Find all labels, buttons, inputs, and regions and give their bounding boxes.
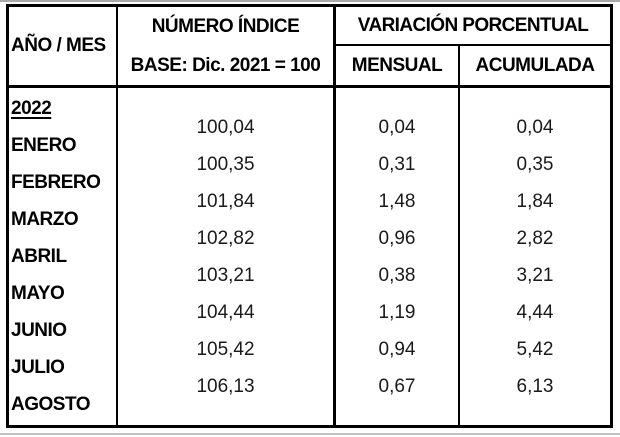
table-header: AÑO / MES NÚMERO ÍNDICE BASE: Dic. 2021 … bbox=[9, 7, 610, 88]
accumulated-value: 6,13 bbox=[516, 375, 554, 397]
accumulated-value: 0,35 bbox=[516, 153, 554, 175]
index-value: 103,21 bbox=[196, 264, 255, 286]
month-label: ABRIL bbox=[11, 246, 67, 267]
page-bottom-edge bbox=[0, 433, 620, 435]
accumulated-value: 0,04 bbox=[516, 116, 554, 138]
monthly-value: 0,31 bbox=[378, 153, 416, 175]
monthly-value: 0,94 bbox=[378, 338, 416, 360]
month-label: ENERO bbox=[11, 135, 77, 156]
month-column: 2022 ENERO FEBRERO MARZO ABRIL MAYO JUNI… bbox=[9, 88, 118, 425]
variation-title: VARIACIÓN PORCENTUAL bbox=[336, 7, 610, 46]
variation-subheader: MENSUAL ACUMULADA bbox=[336, 46, 610, 85]
index-value: 102,82 bbox=[196, 227, 255, 249]
index-title: NÚMERO ÍNDICE bbox=[151, 15, 300, 37]
accumulated-value: 5,42 bbox=[516, 338, 554, 360]
percent-variation-header: VARIACIÓN PORCENTUAL MENSUAL ACUMULADA bbox=[336, 7, 610, 85]
monthly-header: MENSUAL bbox=[336, 46, 460, 85]
month-label: AGOSTO bbox=[11, 394, 91, 415]
year-month-header: AÑO / MES bbox=[9, 7, 118, 85]
accumulated-header: ACUMULADA bbox=[475, 54, 595, 76]
variation-columns: 0,04 0,31 1,48 0,96 0,38 1,19 0,94 0,67 … bbox=[336, 88, 610, 425]
index-value: 105,42 bbox=[196, 338, 255, 360]
year-label: 2022 bbox=[11, 98, 52, 119]
accumulated-value: 1,84 bbox=[516, 190, 554, 212]
monthly-value: 0,96 bbox=[378, 227, 416, 249]
accumulated-value: 4,44 bbox=[516, 301, 554, 323]
accumulated-value: 2,82 bbox=[516, 227, 554, 249]
index-value: 100,35 bbox=[196, 153, 255, 175]
table-body: 2022 ENERO FEBRERO MARZO ABRIL MAYO JUNI… bbox=[9, 88, 610, 425]
monthly-value: 0,04 bbox=[378, 116, 416, 138]
accumulated-value: 3,21 bbox=[516, 264, 554, 286]
index-table: AÑO / MES NÚMERO ÍNDICE BASE: Dic. 2021 … bbox=[6, 4, 613, 428]
month-label: JULIO bbox=[11, 357, 65, 378]
index-base-label: BASE: Dic. 2021 = 100 bbox=[130, 54, 321, 76]
index-value: 101,84 bbox=[196, 190, 255, 212]
index-number-header: NÚMERO ÍNDICE BASE: Dic. 2021 = 100 bbox=[118, 7, 336, 85]
accumulated-column: 0,04 0,35 1,84 2,82 3,21 4,44 5,42 6,13 bbox=[460, 88, 610, 425]
index-value: 106,13 bbox=[196, 375, 255, 397]
monthly-value: 0,38 bbox=[378, 264, 416, 286]
index-value: 100,04 bbox=[196, 116, 255, 138]
month-label: MARZO bbox=[11, 209, 79, 230]
monthly-value: 1,19 bbox=[378, 301, 416, 323]
index-value: 104,44 bbox=[196, 301, 255, 323]
month-label: JUNIO bbox=[11, 320, 67, 341]
monthly-column: 0,04 0,31 1,48 0,96 0,38 1,19 0,94 0,67 bbox=[336, 88, 460, 425]
monthly-value: 1,48 bbox=[378, 190, 416, 212]
index-column: 100,04 100,35 101,84 102,82 103,21 104,4… bbox=[118, 88, 336, 425]
page-top-edge bbox=[0, 0, 620, 2]
month-label: MAYO bbox=[11, 283, 65, 304]
month-label: FEBRERO bbox=[11, 172, 101, 193]
monthly-value: 0,67 bbox=[378, 375, 416, 397]
